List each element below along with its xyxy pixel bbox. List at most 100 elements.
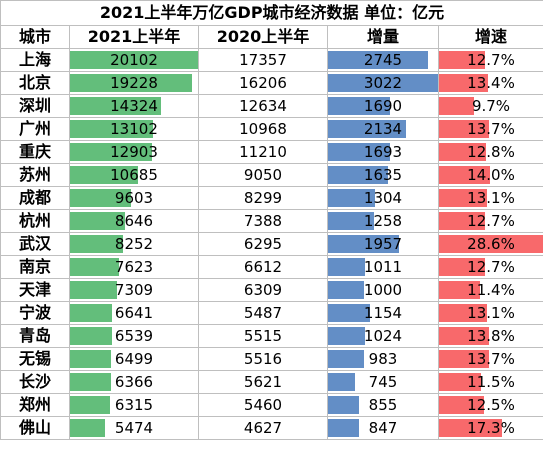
gdp-2020-cell[interactable]: 7388	[198, 209, 328, 233]
city-cell[interactable]: 深圳	[0, 94, 70, 118]
gdp-2021-cell[interactable]: 6499	[69, 347, 199, 371]
growth-cell[interactable]: 12.5%	[437, 393, 543, 417]
gdp-2020-value: 5621	[243, 373, 283, 391]
gdp-2020-cell[interactable]: 5515	[198, 324, 328, 348]
growth-cell[interactable]: 28.6%	[437, 232, 543, 256]
growth-cell[interactable]: 11.4%	[437, 278, 543, 302]
gdp-2020-cell[interactable]: 6309	[198, 278, 328, 302]
city-cell[interactable]: 成都	[0, 186, 70, 210]
gdp-2021-data-bar	[70, 396, 111, 414]
growth-cell[interactable]: 13.1%	[437, 186, 543, 210]
growth-cell[interactable]: 14.0%	[437, 163, 543, 187]
city-name: 北京	[18, 73, 51, 92]
increment-cell[interactable]: 847	[327, 416, 439, 440]
gdp-2021-cell[interactable]: 13102	[69, 117, 199, 141]
increment-cell[interactable]: 3022	[327, 71, 439, 95]
city-cell[interactable]: 宁波	[0, 301, 70, 325]
gdp-2020-cell[interactable]: 5460	[198, 393, 328, 417]
growth-cell[interactable]: 9.7%	[437, 94, 543, 118]
increment-cell[interactable]: 1635	[327, 163, 439, 187]
gdp-2021-cell[interactable]: 7623	[69, 255, 199, 279]
growth-cell[interactable]: 12.7%	[437, 209, 543, 233]
growth-cell[interactable]: 12.7%	[437, 48, 543, 72]
increment-cell[interactable]: 745	[327, 370, 439, 394]
gdp-2020-cell[interactable]: 4627	[198, 416, 328, 440]
gdp-2020-cell[interactable]: 10968	[198, 117, 328, 141]
gdp-2020-cell[interactable]: 6612	[198, 255, 328, 279]
gdp-2021-cell[interactable]: 9603	[69, 186, 199, 210]
increment-cell[interactable]: 1011	[327, 255, 439, 279]
city-cell[interactable]: 杭州	[0, 209, 70, 233]
header-gdp-2020[interactable]: 2020上半年	[198, 25, 328, 49]
growth-cell[interactable]: 17.3%	[437, 416, 543, 440]
gdp-2020-cell[interactable]: 6295	[198, 232, 328, 256]
increment-cell[interactable]: 2745	[327, 48, 439, 72]
gdp-2021-cell[interactable]: 7309	[69, 278, 199, 302]
gdp-2021-cell[interactable]: 6366	[69, 370, 199, 394]
increment-cell[interactable]: 1304	[327, 186, 439, 210]
gdp-2020-cell[interactable]: 11210	[198, 140, 328, 164]
gdp-2021-cell[interactable]: 20102	[69, 48, 199, 72]
increment-cell[interactable]: 983	[327, 347, 439, 371]
gdp-2021-cell[interactable]: 8252	[69, 232, 199, 256]
city-cell[interactable]: 上海	[0, 48, 70, 72]
gdp-2021-cell[interactable]: 10685	[69, 163, 199, 187]
header-gdp-2021[interactable]: 2021上半年	[69, 25, 199, 49]
gdp-2021-cell[interactable]: 8646	[69, 209, 199, 233]
increment-cell[interactable]: 1957	[327, 232, 439, 256]
gdp-2020-cell[interactable]: 12634	[198, 94, 328, 118]
city-cell[interactable]: 天津	[0, 278, 70, 302]
city-cell[interactable]: 武汉	[0, 232, 70, 256]
growth-cell[interactable]: 13.4%	[437, 71, 543, 95]
gdp-2021-value: 6366	[114, 373, 154, 391]
increment-cell[interactable]: 1154	[327, 301, 439, 325]
city-cell[interactable]: 南京	[0, 255, 70, 279]
city-cell[interactable]: 长沙	[0, 370, 70, 394]
city-cell[interactable]: 青岛	[0, 324, 70, 348]
gdp-2021-cell[interactable]: 19228	[69, 71, 199, 95]
city-cell[interactable]: 广州	[0, 117, 70, 141]
growth-cell[interactable]: 13.1%	[437, 301, 543, 325]
gdp-2020-cell[interactable]: 8299	[198, 186, 328, 210]
city-cell[interactable]: 重庆	[0, 140, 70, 164]
increment-cell[interactable]: 2134	[327, 117, 439, 141]
header-growth[interactable]: 增速	[437, 25, 543, 49]
gdp-2020-cell[interactable]: 17357	[198, 48, 328, 72]
growth-cell[interactable]: 13.8%	[437, 324, 543, 348]
city-cell[interactable]: 苏州	[0, 163, 70, 187]
increment-cell[interactable]: 1000	[327, 278, 439, 302]
gdp-2020-value: 9050	[243, 166, 283, 184]
growth-cell[interactable]: 12.8%	[437, 140, 543, 164]
gdp-2021-cell[interactable]: 6315	[69, 393, 199, 417]
gdp-2021-cell[interactable]: 14324	[69, 94, 199, 118]
gdp-2020-value: 11210	[239, 143, 287, 161]
gdp-2020-cell[interactable]: 5487	[198, 301, 328, 325]
increment-cell[interactable]: 855	[327, 393, 439, 417]
header-increment[interactable]: 增量	[327, 25, 439, 49]
increment-cell[interactable]: 1024	[327, 324, 439, 348]
gdp-2021-cell[interactable]: 6539	[69, 324, 199, 348]
city-cell[interactable]: 佛山	[0, 416, 70, 440]
gdp-2020-cell[interactable]: 9050	[198, 163, 328, 187]
city-cell[interactable]: 郑州	[0, 393, 70, 417]
growth-cell[interactable]: 11.5%	[437, 370, 543, 394]
increment-cell[interactable]: 1690	[327, 94, 439, 118]
gdp-2020-cell[interactable]: 5516	[198, 347, 328, 371]
gdp-2020-cell[interactable]: 5621	[198, 370, 328, 394]
gdp-2020-cell[interactable]: 16206	[198, 71, 328, 95]
city-cell[interactable]: 无锡	[0, 347, 70, 371]
table-title[interactable]: 2021上半年万亿GDP城市经济数据 单位：亿元	[0, 0, 543, 26]
growth-value: 14.0%	[467, 166, 515, 184]
header-city[interactable]: 城市	[0, 25, 70, 49]
increment-cell[interactable]: 1693	[327, 140, 439, 164]
gdp-2021-value: 6315	[114, 396, 154, 414]
table-row: 青岛 6539 5515 1024 13.8%	[0, 324, 543, 348]
growth-cell[interactable]: 13.7%	[437, 347, 543, 371]
growth-cell[interactable]: 12.7%	[437, 255, 543, 279]
gdp-2021-cell[interactable]: 12903	[69, 140, 199, 164]
city-cell[interactable]: 北京	[0, 71, 70, 95]
gdp-2021-cell[interactable]: 6641	[69, 301, 199, 325]
increment-cell[interactable]: 1258	[327, 209, 439, 233]
growth-cell[interactable]: 13.7%	[437, 117, 543, 141]
gdp-2021-cell[interactable]: 5474	[69, 416, 199, 440]
